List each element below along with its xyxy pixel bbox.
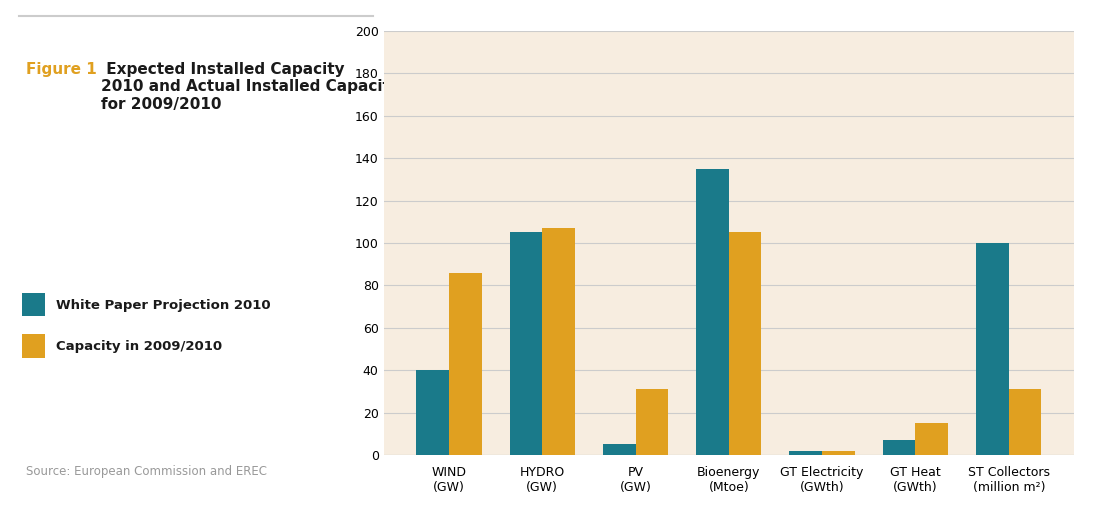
Bar xyxy=(416,370,449,455)
Bar xyxy=(1008,389,1041,455)
Bar xyxy=(636,389,669,455)
Text: Capacity in 2009/2010: Capacity in 2009/2010 xyxy=(56,340,222,353)
Bar xyxy=(729,233,762,455)
Text: Figure 1: Figure 1 xyxy=(26,62,96,77)
Bar xyxy=(977,243,1008,455)
Bar xyxy=(543,228,575,455)
Bar xyxy=(22,334,45,358)
Bar xyxy=(882,440,915,455)
Bar xyxy=(822,451,855,455)
Text: Expected Installed Capacity
2010 and Actual Installed Capacity
for 2009/2010: Expected Installed Capacity 2010 and Act… xyxy=(101,62,399,112)
Text: Source: European Commission and EREC: Source: European Commission and EREC xyxy=(26,465,267,478)
Bar xyxy=(449,272,481,455)
Text: White Paper Projection 2010: White Paper Projection 2010 xyxy=(56,298,271,312)
Bar xyxy=(696,169,729,455)
Bar xyxy=(789,451,822,455)
Bar xyxy=(22,293,45,316)
Bar xyxy=(603,445,636,455)
Bar xyxy=(915,423,948,455)
Bar xyxy=(510,233,543,455)
